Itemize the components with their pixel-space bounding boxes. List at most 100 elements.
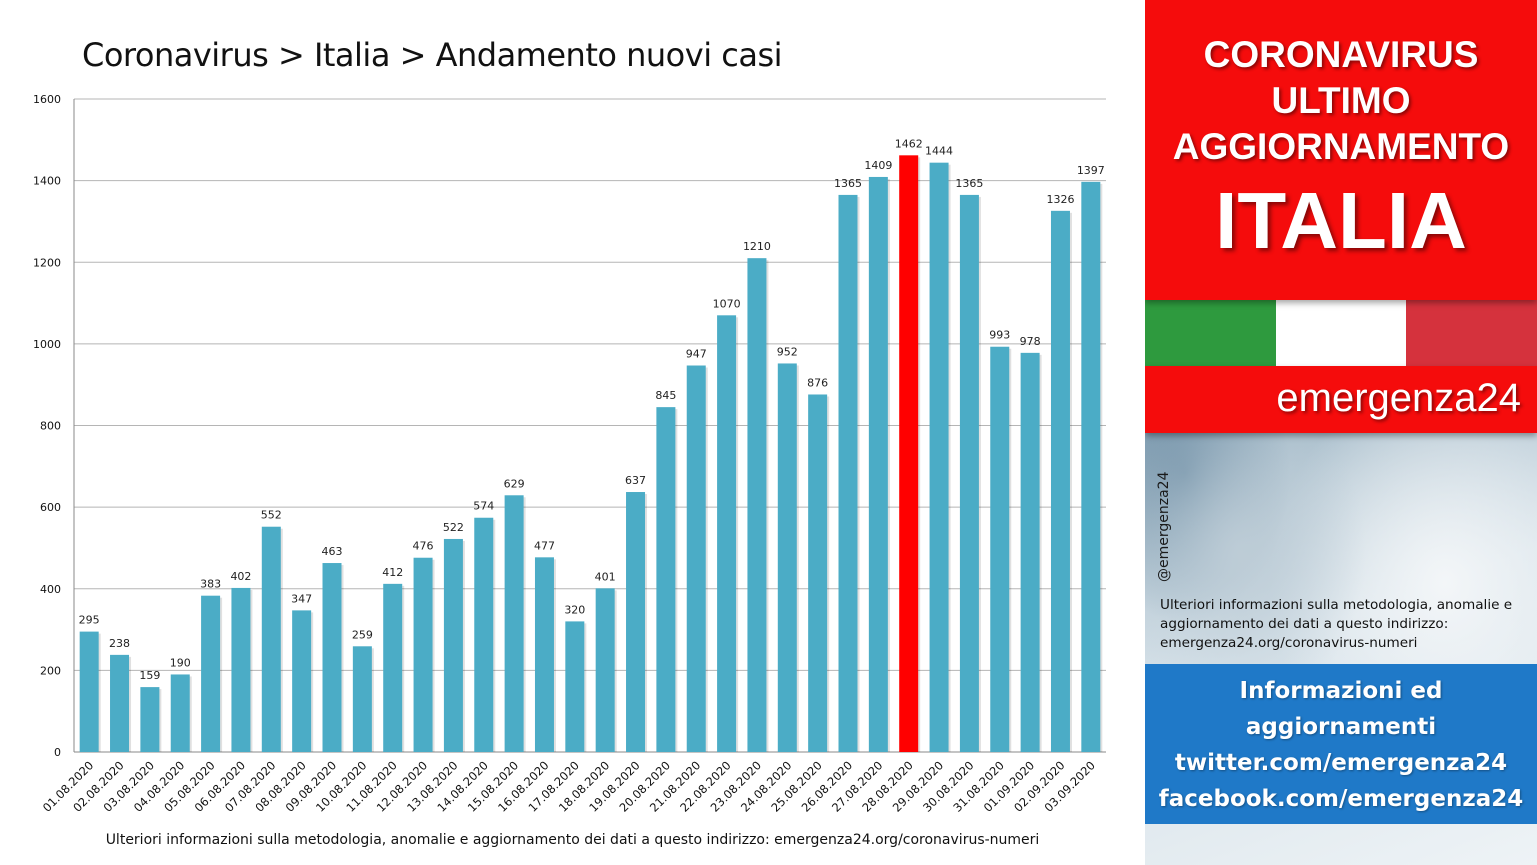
y-tick-label: 1400: [33, 175, 61, 188]
data-label: 574: [473, 500, 494, 513]
bar: [413, 557, 433, 752]
bar: [747, 258, 767, 752]
sidebar-panel: CORONAVIRUS ULTIMO AGGIORNAMENTO ITALIA …: [1145, 0, 1537, 865]
data-label: 347: [291, 592, 312, 605]
facebook-link[interactable]: facebook.com/emergenza24: [1158, 786, 1524, 812]
data-label: 629: [504, 477, 525, 490]
data-label: 463: [322, 545, 343, 558]
data-label: 238: [109, 637, 130, 650]
chart-title: Coronavirus > Italia > Andamento nuovi c…: [82, 36, 783, 74]
y-tick-label: 600: [40, 501, 61, 514]
data-label: 477: [534, 539, 555, 552]
bar: [352, 646, 372, 752]
chart-panel: Coronavirus > Italia > Andamento nuovi c…: [33, 36, 1106, 848]
italian-flag: [1145, 300, 1537, 366]
bar: [990, 346, 1010, 752]
bar: [474, 517, 494, 752]
data-label: 978: [1020, 335, 1041, 348]
bar: [1020, 352, 1040, 752]
bar: [322, 563, 342, 752]
bar: [595, 588, 615, 752]
data-label: 259: [352, 628, 373, 641]
bar: [201, 595, 221, 752]
data-label: 402: [230, 570, 251, 583]
bar: [717, 315, 737, 752]
bar: [899, 155, 919, 753]
data-label: 1365: [955, 177, 983, 190]
footer-line-info: Informazioni ed: [1239, 678, 1443, 704]
data-label: 947: [686, 348, 707, 361]
data-label: 1365: [834, 177, 862, 190]
data-label: 412: [382, 566, 403, 579]
bar: [868, 176, 888, 752]
y-tick-label: 400: [40, 583, 61, 596]
bar: [1081, 181, 1101, 753]
bar: [656, 407, 676, 752]
data-label: 1070: [713, 297, 741, 310]
data-label: 1210: [743, 240, 771, 253]
bar: [383, 583, 403, 752]
data-label: 295: [79, 614, 100, 627]
country-title: ITALIA: [1215, 176, 1467, 265]
header-line-aggiornamento: AGGIORNAMENTO: [1172, 126, 1510, 167]
bar: [110, 654, 130, 752]
flag-green-stripe: [1145, 300, 1276, 366]
footer-line-updates: aggiornamenti: [1245, 714, 1437, 740]
data-label: 190: [170, 656, 191, 669]
data-label: 320: [564, 603, 585, 616]
data-label: 1326: [1046, 193, 1074, 206]
flag-red-stripe: [1406, 300, 1537, 366]
data-label: 993: [989, 329, 1010, 342]
y-tick-label: 200: [40, 664, 61, 677]
bar: [443, 538, 463, 752]
bar: [777, 363, 797, 752]
bar: [79, 631, 99, 752]
bar: [565, 621, 585, 752]
data-label: 1444: [925, 145, 953, 158]
brand-bar: emergenza24: [1145, 366, 1537, 433]
data-label: 1462: [895, 137, 923, 150]
chart-footnote: Ulteriori informazioni sulla metodologia…: [105, 832, 1040, 848]
data-label: 522: [443, 521, 464, 534]
bar: [140, 687, 160, 752]
y-tick-label: 0: [54, 746, 61, 759]
bar: [231, 587, 251, 752]
sidebar-header-lines: CORONAVIRUS ULTIMO AGGIORNAMENTO: [1145, 32, 1537, 170]
data-label: 383: [200, 578, 221, 591]
twitter-link[interactable]: twitter.com/emergenza24: [1174, 750, 1508, 776]
bar: [534, 557, 554, 752]
brand-name: emergenza24: [1276, 376, 1521, 420]
bar: [170, 674, 190, 752]
data-label: 637: [625, 474, 646, 487]
sidebar-header: CORONAVIRUS ULTIMO AGGIORNAMENTO ITALIA: [1145, 0, 1537, 300]
data-label: 876: [807, 376, 828, 389]
data-label: 1409: [864, 159, 892, 172]
header-line-coronavirus: CORONAVIRUS: [1203, 34, 1479, 75]
flag-white-stripe: [1275, 300, 1407, 366]
bar: [808, 394, 828, 752]
bar: [292, 610, 312, 752]
data-label: 952: [777, 345, 798, 358]
sidebar-footer: Informazioni ed aggiornamenti twitter.co…: [1145, 664, 1537, 824]
bar: [686, 365, 706, 752]
social-handle: @emergenza24: [1156, 471, 1172, 583]
data-label: 552: [261, 509, 282, 522]
data-label: 159: [139, 669, 160, 682]
bar-chart: 0200400600800100012001400160029501.08.20…: [33, 93, 1106, 815]
y-tick-label: 1600: [33, 93, 61, 106]
data-label: 845: [655, 389, 676, 402]
bar: [504, 495, 524, 752]
bar: [261, 526, 281, 752]
y-tick-label: 1200: [33, 256, 61, 269]
bar: [1050, 210, 1070, 753]
data-label: 476: [413, 540, 434, 553]
header-line-ultimo: ULTIMO: [1271, 80, 1411, 121]
y-tick-label: 800: [40, 420, 61, 433]
data-label: 1397: [1077, 164, 1105, 177]
sidebar-info-text: Ulteriori informazioni sulla metodologia…: [1160, 597, 1513, 651]
bar: [929, 162, 949, 753]
data-label: 401: [595, 570, 616, 583]
bar: [959, 194, 979, 753]
bar: [838, 194, 858, 753]
bar: [626, 492, 646, 752]
